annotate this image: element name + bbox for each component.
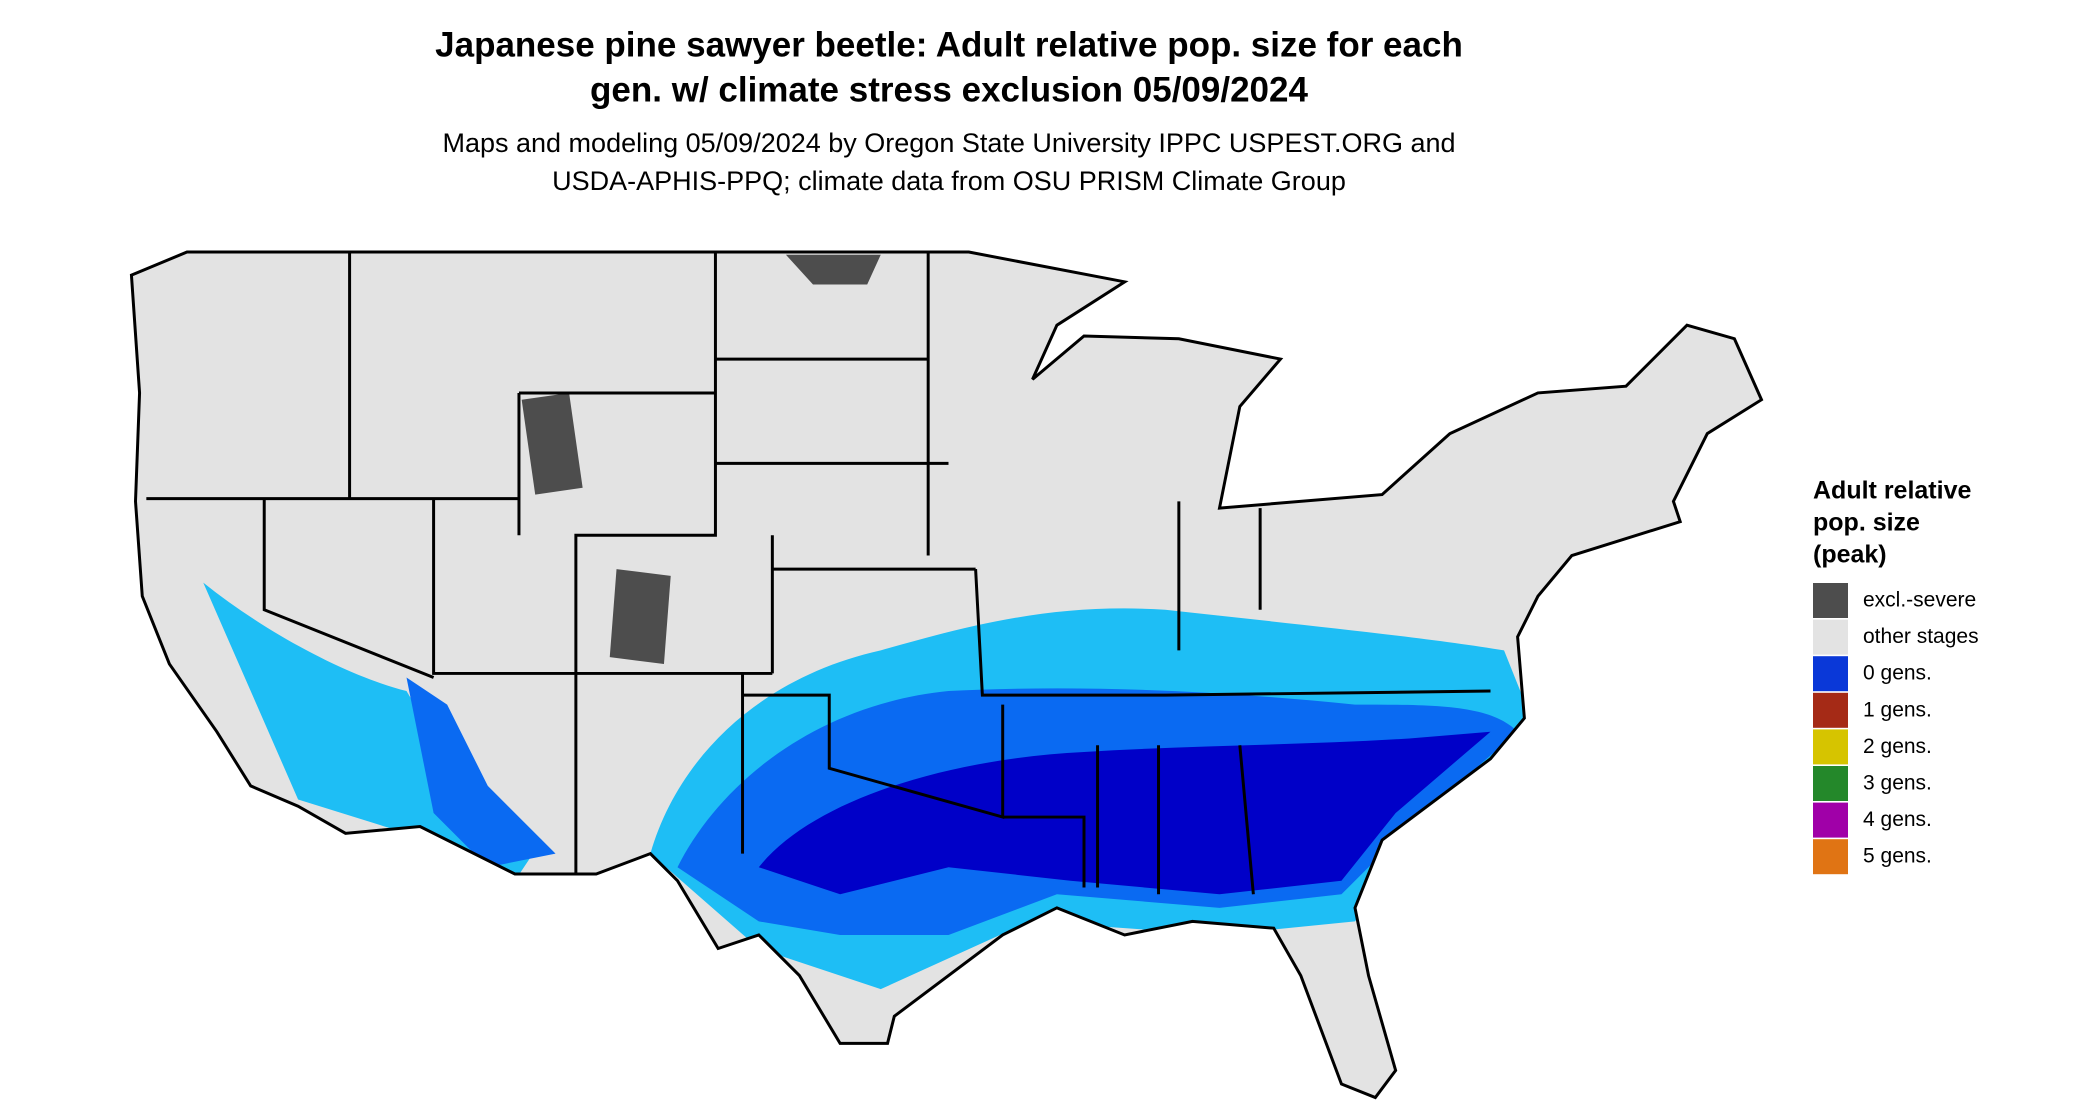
legend-swatch (1813, 583, 1848, 618)
legend-label: 5 gens. (1863, 845, 1932, 868)
legend-title: pop. size (1813, 509, 1920, 537)
subtitle-line: Maps and modeling 05/09/2024 by Oregon S… (442, 128, 1455, 158)
legend-swatch (1813, 656, 1848, 692)
legend: Adult relative pop. size (peak) excl.-se… (1813, 477, 1979, 875)
legend-label: excl.-severe (1863, 589, 1976, 612)
us-map (129, 250, 1764, 1100)
legend-label: 0 gens. (1863, 662, 1932, 685)
legend-swatch (1813, 729, 1848, 765)
legend-label: 2 gens. (1863, 735, 1932, 758)
title-line: gen. w/ climate stress exclusion 05/09/2… (590, 70, 1308, 109)
legend-label: 4 gens. (1863, 808, 1932, 831)
legend-label: 3 gens. (1863, 772, 1932, 795)
legend-title: (peak) (1813, 541, 1887, 569)
legend-swatch (1813, 766, 1848, 801)
title-line: Japanese pine sawyer beetle: Adult relat… (435, 25, 1463, 64)
legend-label: other stages (1863, 625, 1979, 648)
subtitle-line: USDA-APHIS-PPQ; climate data from OSU PR… (552, 166, 1346, 196)
legend-swatch (1813, 619, 1848, 655)
legend-title: Adult relative (1813, 477, 1971, 505)
legend-swatch (1813, 692, 1848, 728)
legend-swatch (1813, 839, 1848, 875)
legend-swatch (1813, 802, 1848, 838)
legend-label: 1 gens. (1863, 698, 1932, 721)
